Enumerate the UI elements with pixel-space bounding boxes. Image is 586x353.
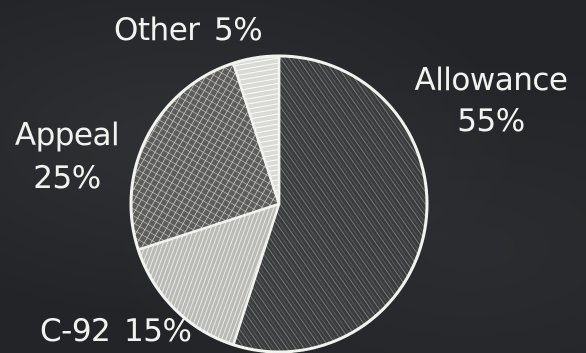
- slice-label-other: Other: [114, 12, 200, 48]
- slice-label-c92: C-92: [40, 313, 110, 349]
- pie-slices: [129, 54, 429, 353]
- slice-value-c92: 15%: [124, 313, 191, 349]
- slice-value-other: 5%: [214, 12, 262, 48]
- slice-label-appeal: Appeal: [15, 117, 119, 153]
- pie-outline: [129, 54, 429, 353]
- slice-value-appeal: 25%: [33, 160, 100, 196]
- slice-value-allowance: 55%: [457, 103, 524, 139]
- slice-label-allowance: Allowance: [414, 62, 567, 98]
